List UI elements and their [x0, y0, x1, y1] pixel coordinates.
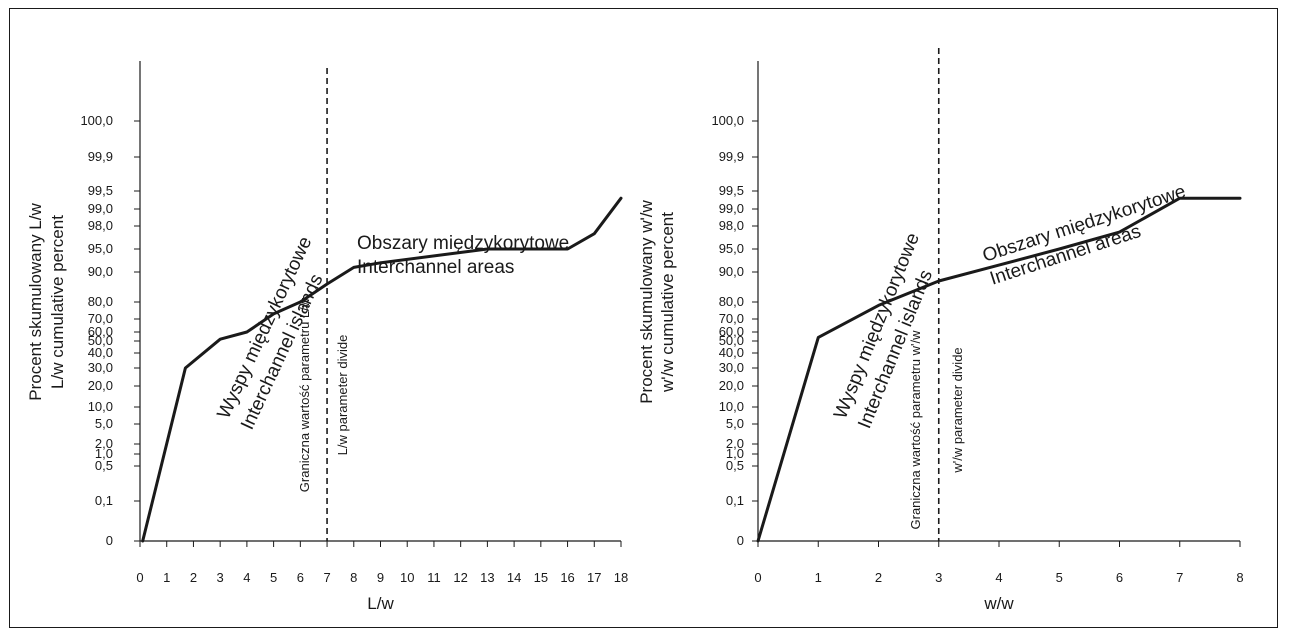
x-tick-label: 10 — [400, 570, 414, 585]
x-tick-label: 13 — [480, 570, 494, 585]
y-tick-label: 30,0 — [719, 360, 744, 375]
y-tick-label: 99,5 — [88, 183, 113, 198]
y-tick-label: 20,0 — [719, 378, 744, 393]
x-tick-label: 3 — [217, 570, 224, 585]
x-tick-label: 15 — [534, 570, 548, 585]
parameter-divide-label: w'/w parameter divide — [950, 347, 965, 473]
y-tick-label: 100,0 — [711, 113, 744, 128]
x-tick-label: 11 — [427, 570, 441, 585]
x-tick-label: 17 — [587, 570, 601, 585]
x-tick-label: 2 — [190, 570, 197, 585]
y-tick-label: 90,0 — [719, 264, 744, 279]
y-tick-label: 5,0 — [95, 416, 113, 431]
y-axis-title-line: Procent skumulowany L/w — [26, 203, 45, 401]
y-axis-title-line: Procent skumulowany w'/w — [637, 200, 656, 404]
y-tick-label: 0,5 — [95, 458, 113, 473]
x-tick-label: 16 — [560, 570, 574, 585]
figure-frame — [9, 8, 1278, 628]
y-tick-label: 70,0 — [88, 311, 113, 326]
x-tick-label: 6 — [1116, 570, 1123, 585]
y-tick-label: 80,0 — [88, 294, 113, 309]
y-tick-label: 0,1 — [95, 493, 113, 508]
x-tick-label: 5 — [1056, 570, 1063, 585]
right-region-label: Obszary międzykorytowe Interchannel areas — [357, 233, 569, 278]
x-tick-label: 12 — [453, 570, 467, 585]
x-tick-label: 0 — [754, 570, 761, 585]
x-tick-label: 1 — [163, 570, 170, 585]
y-tick-label: 30,0 — [88, 360, 113, 375]
x-tick-label: 5 — [270, 570, 277, 585]
y-tick-label: 10,0 — [719, 399, 744, 414]
cumulative-curve — [756, 196, 1242, 543]
x-tick-label: 7 — [1176, 570, 1183, 585]
x-axis-title: L/w — [367, 594, 394, 613]
right-region-line: Obszary międzykorytowe — [357, 233, 569, 254]
parameter-divide-label: Graniczna wartość parametru w'/w — [908, 330, 923, 530]
y-tick-label: 50,0 — [719, 333, 744, 348]
y-tick-label: 0 — [737, 533, 744, 548]
y-tick-label: 2,0 — [726, 436, 744, 451]
x-tick-label: 0 — [136, 570, 143, 585]
y-tick-label: 98,0 — [88, 218, 113, 233]
y-tick-label: 99,5 — [719, 183, 744, 198]
y-tick-label: 100,0 — [80, 113, 113, 128]
x-tick-label: 8 — [1236, 570, 1243, 585]
y-tick-label: 80,0 — [719, 294, 744, 309]
y-tick-label: 20,0 — [88, 378, 113, 393]
x-tick-label: 4 — [995, 570, 1002, 585]
y-tick-label: 1,0 — [726, 446, 744, 461]
x-tick-label: 4 — [243, 570, 250, 585]
y-axis-title-line: w'/w cumulative percent — [658, 212, 677, 393]
y-tick-label: 40,0 — [88, 345, 113, 360]
x-tick-label: 1 — [815, 570, 822, 585]
y-tick-label: 70,0 — [719, 311, 744, 326]
y-tick-label: 95,0 — [88, 241, 113, 256]
y-tick-label: 50,0 — [88, 333, 113, 348]
chart-panel-1: 0 0,1 0,51,02,0 5,0 10,0 20,0 30,040,050,060,0… — [26, 61, 628, 613]
x-tick-label: 9 — [377, 570, 384, 585]
chart-panel-2: 0 0,1 0,51,02,0 5,0 10,0 20,0 30,040,050,060,0… — [637, 48, 1244, 613]
parameter-divide-label: L/w parameter divide — [335, 335, 350, 456]
y-tick-label: 2,0 — [95, 436, 113, 451]
x-tick-label: 3 — [935, 570, 942, 585]
y-tick-label: 99,0 — [88, 201, 113, 216]
x-tick-label: 6 — [297, 570, 304, 585]
y-tick-label: 98,0 — [719, 218, 744, 233]
y-tick-label: 99,9 — [719, 149, 744, 164]
x-tick-label: 2 — [875, 570, 882, 585]
y-tick-label: 40,0 — [719, 345, 744, 360]
x-tick-label: 7 — [323, 570, 330, 585]
y-tick-label: 99,0 — [719, 201, 744, 216]
right-region-line: Interchannel areas — [357, 257, 514, 278]
y-tick-label: 99,9 — [88, 149, 113, 164]
y-tick-label: 1,0 — [95, 446, 113, 461]
x-tick-label: 14 — [507, 570, 521, 585]
y-tick-label: 0,1 — [726, 493, 744, 508]
y-tick-label: 60,0 — [719, 324, 744, 339]
y-tick-label: 60,0 — [88, 324, 113, 339]
parameter-divide-label: Graniczna wartość parametru L/w — [297, 297, 312, 492]
y-tick-label: 95,0 — [719, 241, 744, 256]
cumulative-curve — [141, 196, 623, 543]
x-tick-label: 18 — [614, 570, 628, 585]
y-tick-label: 0,5 — [726, 458, 744, 473]
y-tick-label: 5,0 — [726, 416, 744, 431]
y-tick-label: 90,0 — [88, 264, 113, 279]
x-axis-title: w/w — [983, 594, 1014, 613]
y-tick-label: 0 — [106, 533, 113, 548]
y-tick-label: 10,0 — [88, 399, 113, 414]
y-axis-title-line: L/w cumulative percent — [48, 215, 67, 389]
x-tick-label: 8 — [350, 570, 357, 585]
